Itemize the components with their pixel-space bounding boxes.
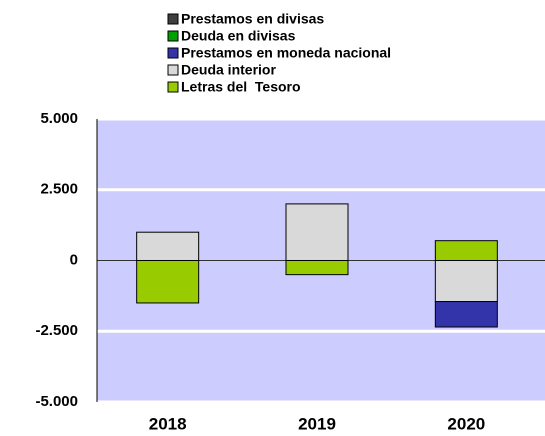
x-tick-label: 2019 xyxy=(298,414,336,433)
y-tick-label: 0 xyxy=(70,251,78,268)
bar-segment xyxy=(285,260,349,276)
x-tick-label: 2018 xyxy=(149,414,187,433)
legend-label: Prestamos en divisas xyxy=(181,11,324,27)
y-tick-label: -2.500 xyxy=(35,322,78,339)
legend-swatch xyxy=(167,64,179,76)
legend-swatch xyxy=(167,13,179,25)
bar-segment xyxy=(285,203,349,261)
bar-segment xyxy=(434,301,498,328)
legend-swatch xyxy=(167,47,179,59)
y-tick-label: 5.000 xyxy=(40,110,78,127)
bar-segment xyxy=(434,260,498,303)
bar-segment xyxy=(434,240,498,262)
legend-swatch xyxy=(167,30,179,42)
legend-label: Prestamos en moneda nacional xyxy=(181,45,391,61)
legend-swatch xyxy=(167,81,179,93)
legend-label: Letras del Tesoro xyxy=(181,79,301,95)
bar-segment xyxy=(136,231,200,261)
y-tick-label: 2.500 xyxy=(40,181,78,198)
y-tick-label: -5.000 xyxy=(35,393,78,410)
legend-label: Deuda interior xyxy=(181,62,276,78)
bar-segment xyxy=(136,260,200,304)
x-tick-label: 2020 xyxy=(447,414,485,433)
legend-label: Deuda en divisas xyxy=(181,28,296,44)
